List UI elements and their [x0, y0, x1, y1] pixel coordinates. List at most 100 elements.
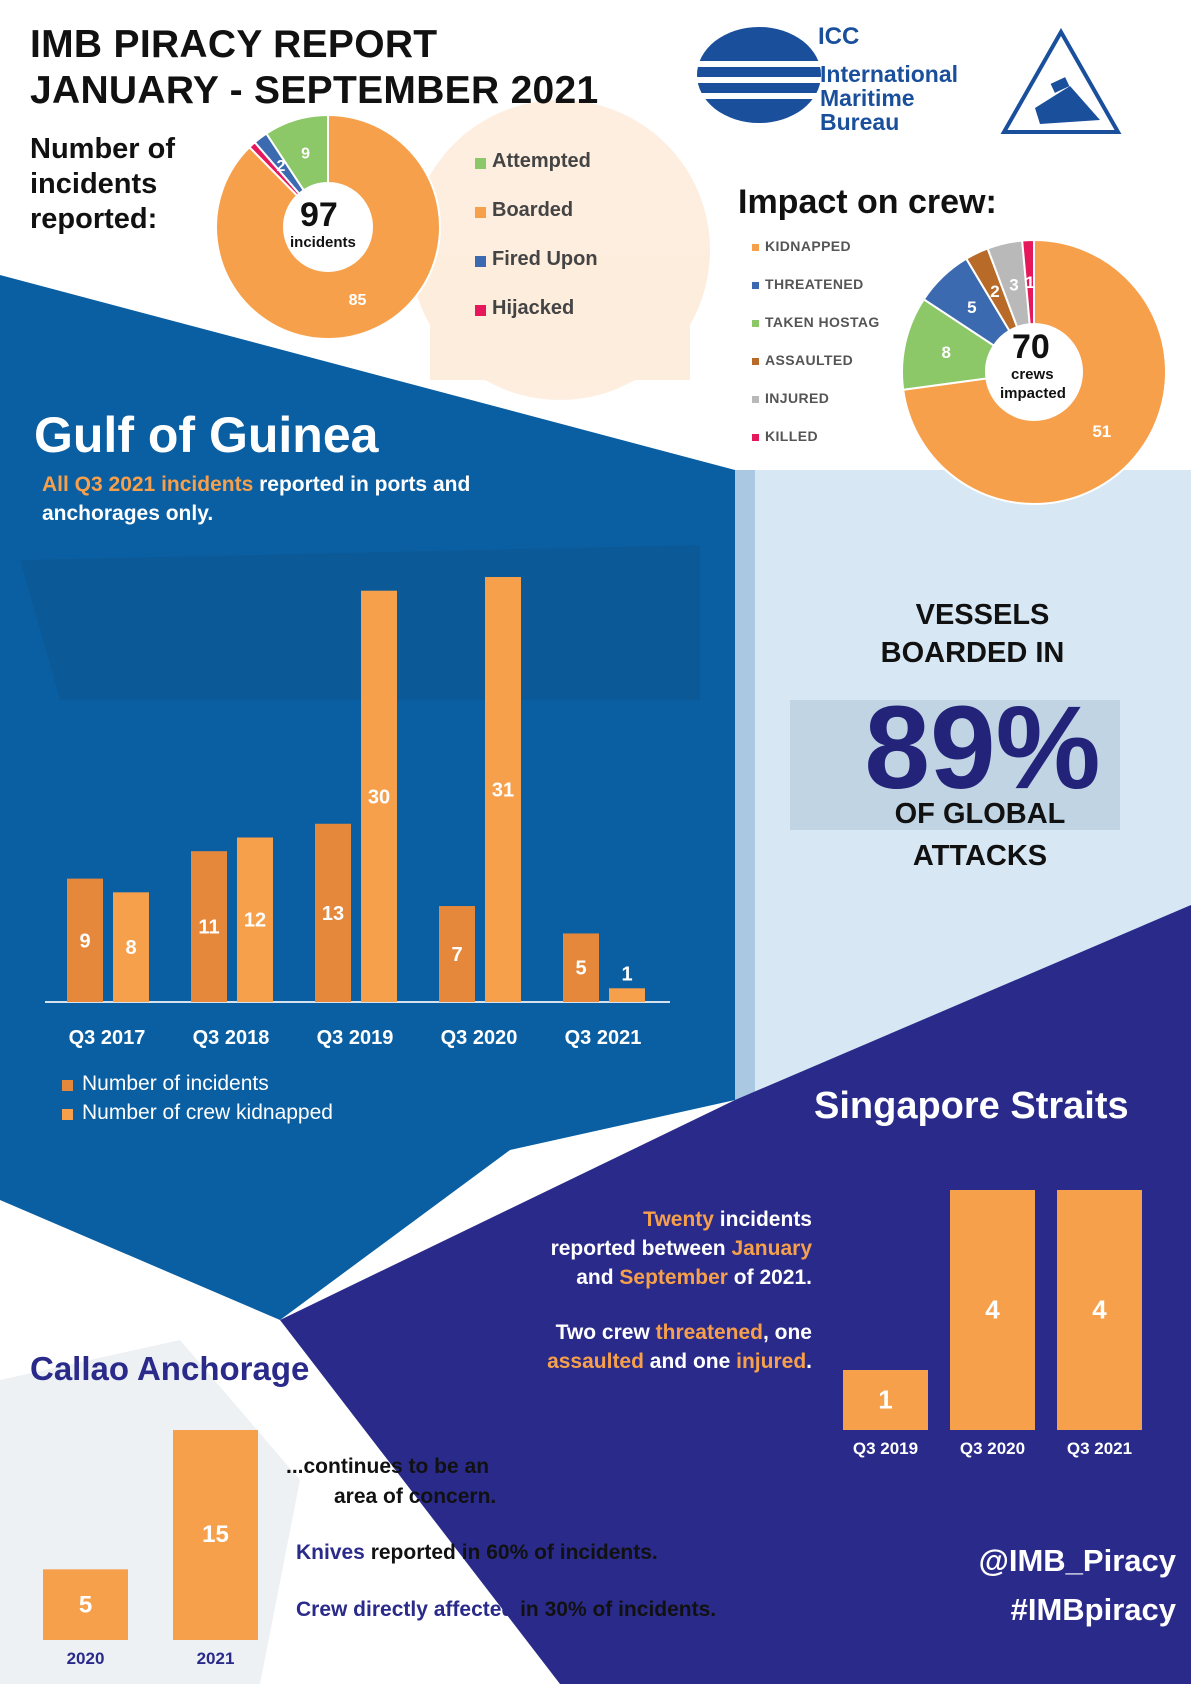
x-tick-label: 2021	[197, 1649, 235, 1668]
crew-impact-title: Impact on crew:	[738, 183, 997, 221]
ship-body	[790, 700, 1120, 830]
callao-knives: Knives reported in 60% of incidents.	[296, 1541, 658, 1564]
bar-incidents	[191, 851, 227, 1002]
singapore-paragraph-2: Two crew threatened, one assaulted and o…	[547, 1321, 812, 1373]
legend-boarded: Boarded	[492, 199, 574, 221]
legend-swatch-fired-upon	[475, 256, 486, 267]
ship-silhouette	[20, 545, 700, 700]
crews-label-2: impacted	[1000, 385, 1066, 402]
vessels-line-4: ATTACKS	[912, 840, 1048, 872]
incidents-total-label: incidents	[290, 234, 356, 251]
x-tick-label: Q3 2019	[317, 1027, 394, 1049]
icc-name-line-2: Maritime	[820, 85, 915, 111]
slice-label-boarded: 85	[349, 292, 367, 309]
bar-value-label: 1	[621, 963, 632, 985]
callao-text-2: area of concern.	[334, 1485, 497, 1508]
slice-attempted	[264, 113, 329, 192]
crew-legend-swatch-killed	[752, 434, 759, 441]
bar-kidnapped	[237, 837, 273, 1002]
slice-label-taken-hostage: 8	[942, 343, 951, 362]
icc-name: International Maritime Bureau	[820, 62, 958, 134]
bar-kidnapped	[609, 988, 645, 1002]
slice-label-assaulted: 2	[990, 282, 999, 301]
guinea-subtitle-highlight: All Q3 2021 incidents	[42, 473, 254, 496]
legend-fired-upon: Fired Upon	[492, 248, 598, 270]
crew-legend-threatened: THREATENED	[765, 276, 864, 292]
crew-legend-swatch-assaulted	[752, 358, 759, 365]
crews-label-1: crews	[1011, 366, 1054, 383]
icc-wave-logo-icon	[696, 25, 822, 125]
bar-kidnapped	[485, 577, 521, 1002]
vessels-line-1: VESSELS	[915, 599, 1050, 631]
guinea-title: Gulf of Guinea	[34, 407, 379, 463]
title-line-2: JANUARY - SEPTEMBER 2021	[30, 69, 599, 112]
vessels-line-3: OF GLOBAL	[894, 798, 1066, 830]
bar	[843, 1370, 928, 1430]
crew-legend-swatch-kidnapped	[752, 244, 759, 251]
vessels-percent: 89%	[864, 682, 1101, 814]
incidents-donut-chart: 85 29	[215, 113, 441, 340]
bar-value-label: 8	[125, 937, 136, 959]
crew-legend-kidnapped: KIDNAPPED	[765, 238, 852, 254]
guinea-legend-swatch-kidnapped	[62, 1109, 73, 1120]
x-tick-label: Q3 2020	[441, 1027, 518, 1049]
title-line-1: IMB PIRACY REPORT	[30, 23, 438, 66]
bar-incidents	[439, 906, 475, 1002]
callao-bar-chart: 5 2020 15 2021	[43, 1430, 258, 1668]
callao-title: Callao Anchorage	[30, 1350, 310, 1387]
bar	[1057, 1190, 1142, 1430]
hashtag[interactable]: #IMBpiracy	[1010, 1592, 1176, 1627]
twitter-handle[interactable]: @IMB_Piracy	[978, 1543, 1176, 1578]
callao-crew-affected: Crew directly affected in 30% of inciden…	[296, 1598, 717, 1621]
x-tick-label: Q3 2021	[1067, 1439, 1132, 1458]
bar-value-label: 12	[244, 910, 266, 932]
icc-name-line-1: International	[820, 61, 959, 87]
bar	[43, 1569, 128, 1640]
bar-value-label: 9	[79, 930, 90, 952]
bar	[950, 1190, 1035, 1430]
singapore-title: Singapore Straits	[814, 1085, 1129, 1127]
bar-value-label: 4	[985, 1295, 1000, 1325]
slice-label-attempted: 9	[301, 145, 310, 162]
callao-text-1: ...continues to be an	[286, 1455, 490, 1478]
x-tick-label: 2020	[67, 1649, 105, 1668]
icc-short: ICC	[818, 23, 860, 50]
x-tick-label: Q3 2020	[960, 1439, 1025, 1458]
singapore-panel	[280, 905, 1191, 1684]
singapore-bar-chart: 1 Q3 2019 4 Q3 2020 4 Q3 2021	[843, 1190, 1142, 1458]
vessels-line-2: BOARDED IN	[880, 637, 1065, 669]
crew-legend-killed: KILLED	[765, 428, 818, 444]
legend-attempted: Attempted	[492, 150, 591, 172]
slice-label-kidnapped: 51	[1092, 422, 1111, 441]
bar-value-label: 1	[878, 1385, 892, 1415]
donut-hole	[987, 325, 1081, 419]
legend-swatch-hijacked	[475, 305, 486, 316]
guinea-subtitle: All Q3 2021 incidents reported in ports …	[42, 470, 470, 528]
crew-legend-swatch-injured	[752, 396, 759, 403]
guinea-legend-kidnapped: Number of crew kidnapped	[82, 1101, 333, 1124]
bar-value-label: 30	[368, 786, 390, 808]
slice-label-threatened: 5	[967, 298, 976, 317]
report-title: IMB PIRACY REPORT JANUARY - SEPTEMBER 20…	[30, 22, 599, 114]
legend-swatch-boarded	[475, 207, 486, 218]
crew-legend-assaulted: ASSAULTED	[765, 352, 854, 368]
guinea-subtitle-line-2: anchorages only.	[42, 502, 214, 525]
slice-kidnapped	[902, 238, 1167, 505]
bar	[173, 1430, 258, 1640]
x-tick-label: Q3 2021	[565, 1027, 642, 1049]
icc-name-line-3: Bureau	[820, 109, 900, 135]
crew-legend-swatch-hostage	[752, 320, 759, 327]
bar-value-label: 13	[322, 903, 344, 925]
crew-legend-hostage: TAKEN HOSTAG	[765, 314, 880, 330]
crew-impact-donut-chart: 51 8 52 3 1	[901, 238, 1167, 505]
bar-incidents	[67, 878, 103, 1002]
bar-value-label: 5	[575, 958, 586, 980]
crew-legend-swatch-threatened	[752, 282, 759, 289]
slice-killed	[1021, 238, 1035, 326]
guinea-subtitle-rest: reported in ports and	[253, 473, 471, 496]
slice-label-injured: 3	[1009, 275, 1018, 294]
guinea-legend-swatch-incidents	[62, 1080, 73, 1091]
imb-triangle-logo-icon	[1000, 27, 1122, 141]
crew-legend-injured: INJURED	[765, 390, 830, 406]
